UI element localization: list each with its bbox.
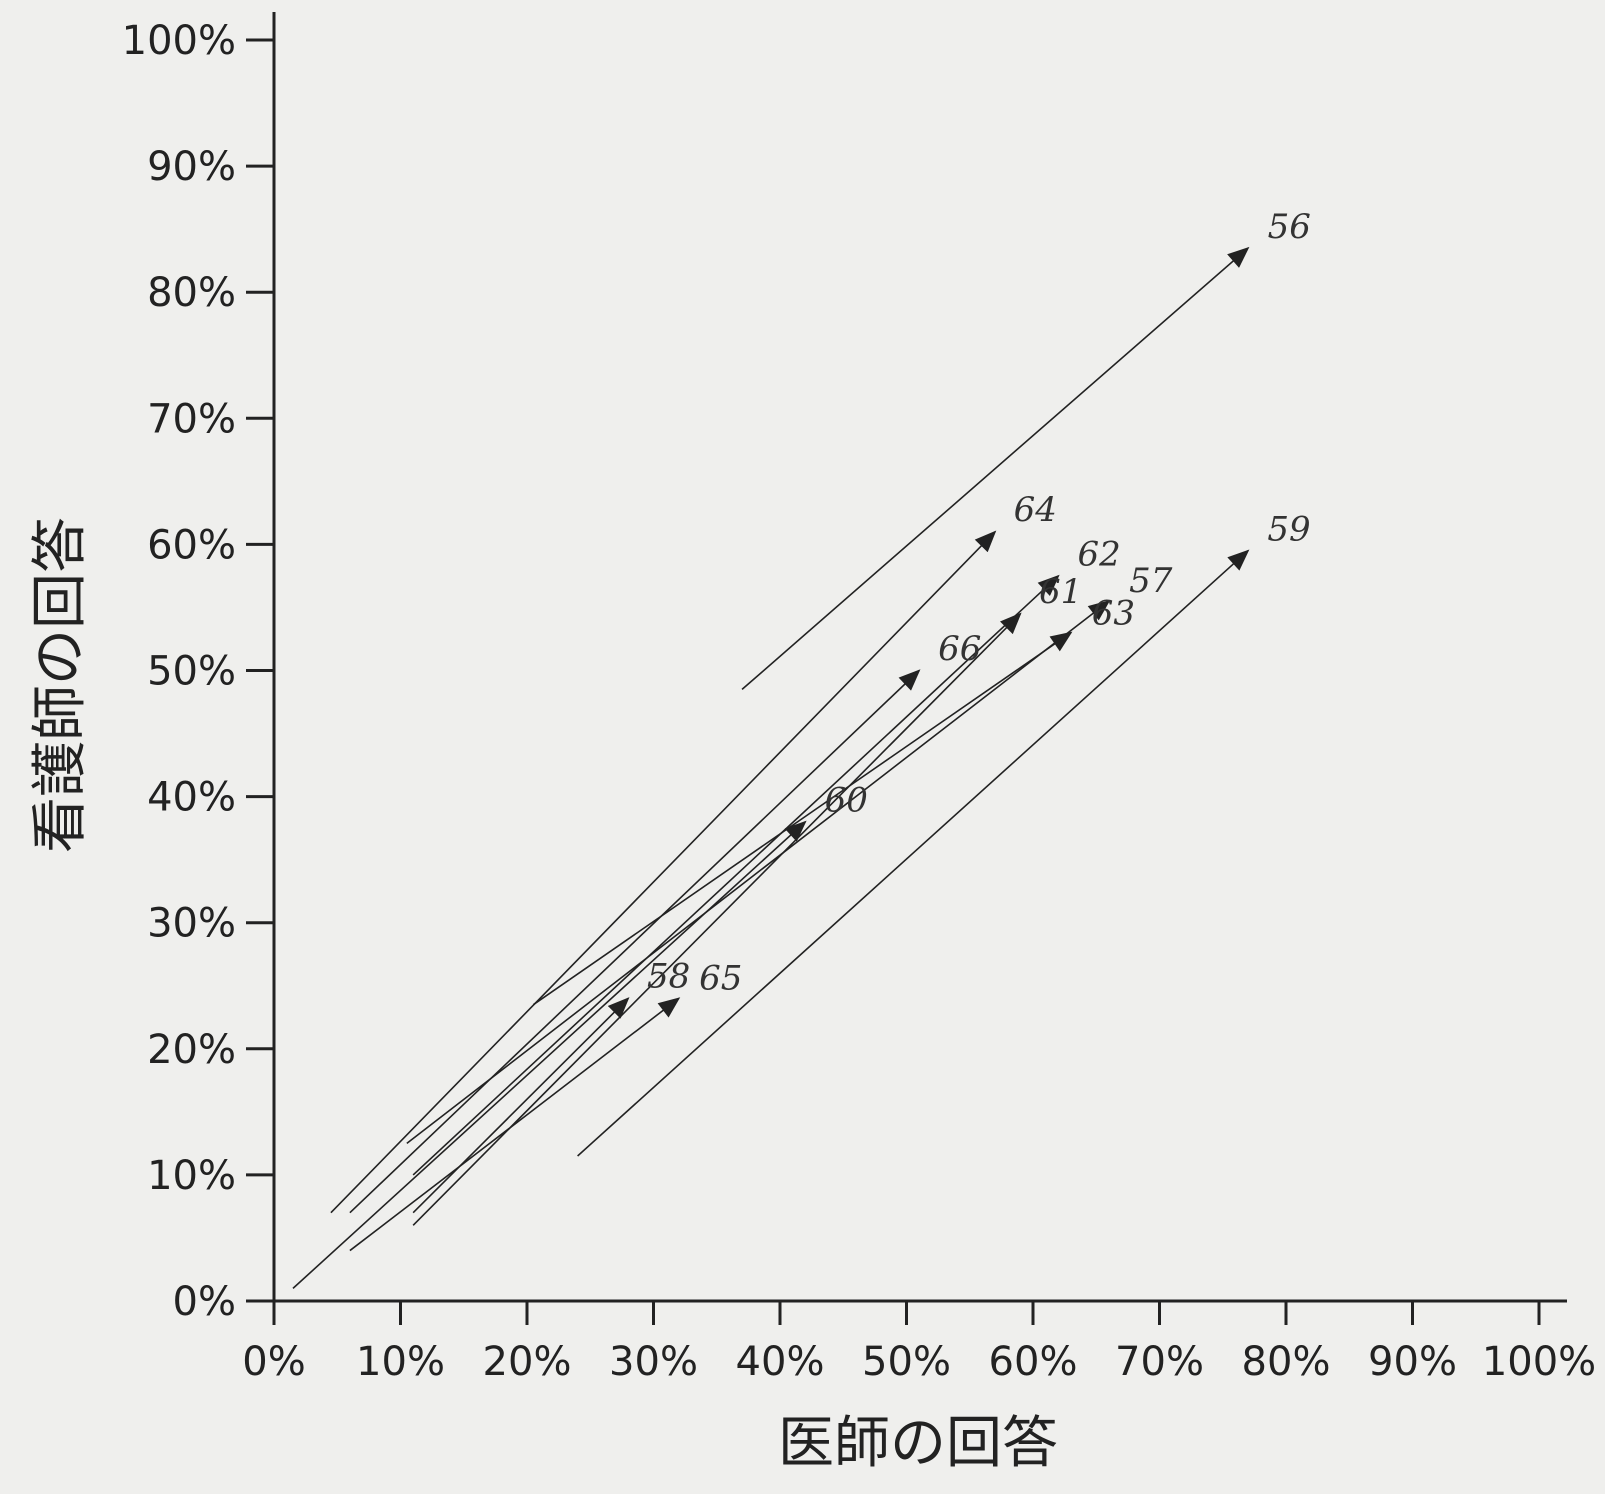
arrow-58 — [412, 997, 630, 1214]
arrow-label-66: 66 — [938, 629, 981, 669]
y-tick-label: 0% — [173, 1279, 236, 1325]
y-tick-label: 80% — [147, 270, 236, 316]
arrow-64 — [330, 530, 997, 1214]
y-tick-label: 70% — [147, 396, 236, 442]
y-tick-label: 50% — [147, 649, 236, 695]
y-axis-title: 看護師の回答 — [28, 517, 93, 853]
arrow-label-63: 63 — [1092, 593, 1135, 633]
y-tick-label: 30% — [147, 901, 236, 947]
x-tick-label: 30% — [609, 1339, 698, 1385]
arrow-62 — [412, 574, 1060, 1176]
x-tick-label: 50% — [862, 1339, 951, 1385]
x-tick-label: 90% — [1368, 1339, 1457, 1385]
y-axis-title-text: 看護師の回答 — [28, 517, 93, 853]
y-tick-label: 20% — [147, 1027, 236, 1073]
ticks: 0% 10% 20% 30% 40% 50% 60% 70% 80% 90% 100% 0% 10% 20… — [122, 18, 1597, 1385]
arrow-66 — [349, 669, 921, 1214]
arrow-label-61: 61 — [1039, 572, 1082, 612]
arrow-60 — [292, 820, 807, 1289]
x-tick-label: 20% — [483, 1339, 572, 1385]
x-tick-label: 100% — [1482, 1339, 1596, 1385]
x-axis-title: 医師の回答 — [778, 1411, 1058, 1476]
x-tick-label: 10% — [356, 1339, 445, 1385]
arrow-label-60: 60 — [825, 781, 868, 821]
y-tick-label: 10% — [147, 1153, 236, 1199]
arrow-label-56: 56 — [1268, 207, 1311, 247]
y-tick-label: 40% — [147, 775, 236, 821]
arrow-61 — [412, 612, 1022, 1226]
arrow-57 — [406, 600, 1111, 1145]
x-tick-label: 70% — [1115, 1339, 1204, 1385]
arrow-56 — [741, 246, 1250, 691]
x-tick-label: 80% — [1242, 1339, 1331, 1385]
x-tick-label: 60% — [989, 1339, 1078, 1385]
arrow-label-65: 65 — [699, 958, 742, 998]
y-tick-label: 100% — [122, 18, 236, 64]
arrow-label-59: 59 — [1267, 510, 1310, 550]
arrow-label-57: 57 — [1129, 561, 1173, 601]
arrow-59 — [577, 549, 1250, 1157]
arrow-label-58: 58 — [647, 957, 690, 997]
arrow-63 — [532, 631, 1073, 1006]
arrow-label-64: 64 — [1014, 490, 1057, 530]
y-tick-label: 90% — [147, 144, 236, 190]
x-tick-label: 0% — [242, 1339, 305, 1385]
arrow-label-62: 62 — [1077, 535, 1120, 575]
arrow-65 — [349, 997, 681, 1252]
axes — [272, 12, 1567, 1303]
x-tick-label: 40% — [736, 1339, 825, 1385]
y-tick-label: 60% — [147, 522, 236, 568]
